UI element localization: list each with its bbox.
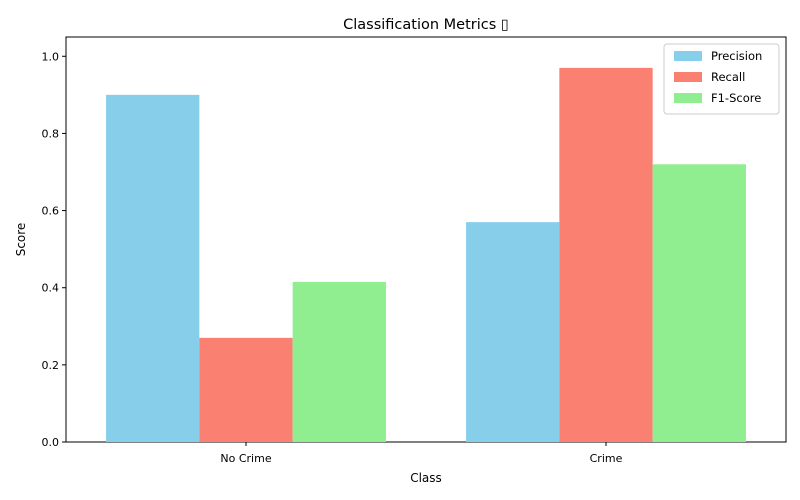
legend-items: Precision Recall F1-Score [674,49,762,105]
plot-frame [65,36,787,443]
y-tick-label: 0.4 [42,282,60,295]
y-tick-label: 1.0 [42,50,60,63]
bar-precision-no-crime [106,94,200,443]
plot-area: 0.0 0.2 0.4 0.6 0.8 1.0 No Crime Crime [42,36,787,465]
y-axis: 0.0 0.2 0.4 0.6 0.8 1.0 [42,50,66,449]
legend-swatch-precision [674,51,702,61]
x-tick-label: Crime [590,452,623,465]
y-tick-label: 0.8 [42,127,60,140]
x-tick-label: No Crime [220,452,271,465]
legend-swatch-recall [674,72,702,82]
x-axis-label: Class [410,471,442,485]
legend-label-recall: Recall [711,70,745,84]
y-tick-label: 0.0 [42,436,60,449]
legend: Precision Recall F1-Score [663,43,780,115]
legend-label-f1-score: F1-Score [711,91,761,105]
y-tick-label: 0.6 [42,205,60,218]
bar-recall-crime [559,67,653,443]
legend-swatch-f1-score [674,93,702,103]
bar-precision-crime [466,222,560,442]
x-axis: No Crime Crime [220,442,623,465]
y-axis-label: Score [14,223,28,257]
bar-f1-score-no-crime [292,281,386,442]
chart-title: Classification Metrics ▯ [343,17,509,33]
bar-f1-score-crime [652,164,746,443]
y-tick-label: 0.2 [42,359,60,372]
legend-label-precision: Precision [711,49,762,63]
bar-recall-no-crime [199,337,293,442]
bars-layer [106,67,746,443]
